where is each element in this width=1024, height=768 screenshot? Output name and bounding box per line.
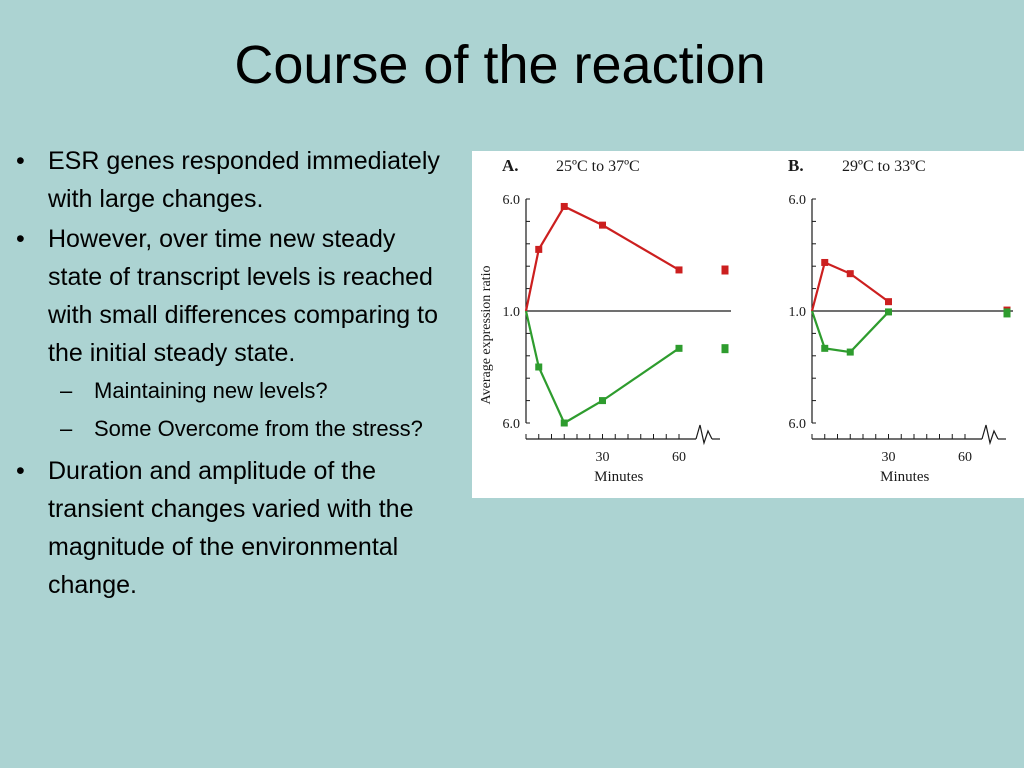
dash-marker: – — [60, 416, 73, 441]
panel-condition: 29ºC to 33ºC — [842, 158, 926, 175]
y-tick-label: 6.0 — [789, 417, 807, 432]
panel-letter: B. — [788, 156, 804, 175]
panel-letter: A. — [502, 156, 519, 175]
y-tick-label: 6.0 — [789, 193, 807, 208]
panel-b: B. 29ºC to 33ºC 6.0 1.0 6.0 30 60 Minutes — [788, 156, 1013, 485]
y-tick-label: 1.0 — [789, 305, 807, 320]
y-axis-label: Average expression ratio — [479, 266, 494, 405]
panel-condition: 25ºC to 37ºC — [556, 158, 640, 175]
induced-series-point — [821, 258, 829, 266]
x-axis-label: Minutes — [594, 469, 643, 485]
induced-series-point — [885, 298, 892, 306]
bullet-item: • Duration and amplitude of the transien… — [12, 452, 452, 604]
repressed-series-point — [560, 419, 568, 427]
slide-title: Course of the reaction — [234, 35, 766, 95]
steady-down-marker — [721, 344, 729, 354]
dash-marker: – — [60, 378, 73, 403]
repressed-series-point — [885, 308, 892, 316]
x-tick-label: 60 — [672, 450, 686, 465]
sub-bullet-list: – Maintaining new levels? – Some Overcom… — [48, 374, 452, 446]
panel-a: A. 25ºC to 37ºC 6.0 1.0 6.0 30 60 Minutes — [502, 156, 731, 485]
axis-break — [695, 424, 713, 446]
bullet-item: • ESR genes responded immediately with l… — [12, 142, 452, 218]
bullet-text: ESR genes responded immediately with lar… — [48, 147, 440, 213]
repressed-series-line — [810, 310, 890, 354]
bullet-list: • ESR genes responded immediately with l… — [12, 142, 452, 606]
bullet-text: However, over time new steady state of t… — [48, 225, 438, 367]
y-tick-label: 6.0 — [503, 193, 521, 208]
x-axis-label: Minutes — [880, 469, 929, 485]
repressed-series-point — [821, 344, 829, 352]
sub-bullet-text: Maintaining new levels? — [94, 378, 328, 403]
bullet-marker: • — [16, 457, 25, 485]
expression-chart: Average expression ratio A. 25ºC to 37ºC 6… — [479, 156, 1013, 485]
x-tick-label: 30 — [882, 450, 896, 465]
sub-bullet-item: – Some Overcome from the stress? — [48, 412, 452, 446]
sub-bullet-text: Some Overcome from the stress? — [94, 416, 423, 441]
repressed-series-point — [599, 397, 606, 405]
repressed-series-point — [846, 348, 854, 356]
bullet-marker: • — [16, 147, 25, 175]
bullet-text: Duration and amplitude of the transient … — [48, 457, 414, 599]
bullet-item: • However, over time new steady state of… — [12, 220, 452, 446]
sub-bullet-item: – Maintaining new levels? — [48, 374, 452, 408]
induced-series-point — [846, 270, 854, 278]
induced-series-point — [675, 266, 683, 274]
x-tick-label: 30 — [596, 450, 610, 465]
expression-figure: Average expression ratio A. 25ºC to 37ºC 6… — [472, 151, 1024, 498]
induced-series-line — [810, 260, 890, 312]
steady-down-marker — [1003, 308, 1011, 318]
bullet-marker: • — [16, 225, 25, 253]
axis-break — [981, 424, 999, 446]
induced-series-point — [560, 202, 568, 210]
repressed-series-point — [675, 344, 683, 352]
repressed-series-line — [524, 310, 680, 425]
steady-up-marker — [721, 265, 729, 275]
repressed-series-point — [535, 363, 543, 371]
y-tick-label: 1.0 — [503, 305, 521, 320]
y-tick-label: 6.0 — [503, 417, 521, 432]
induced-series-point — [599, 221, 606, 229]
induced-series-point — [535, 245, 543, 253]
x-tick-label: 60 — [958, 450, 972, 465]
